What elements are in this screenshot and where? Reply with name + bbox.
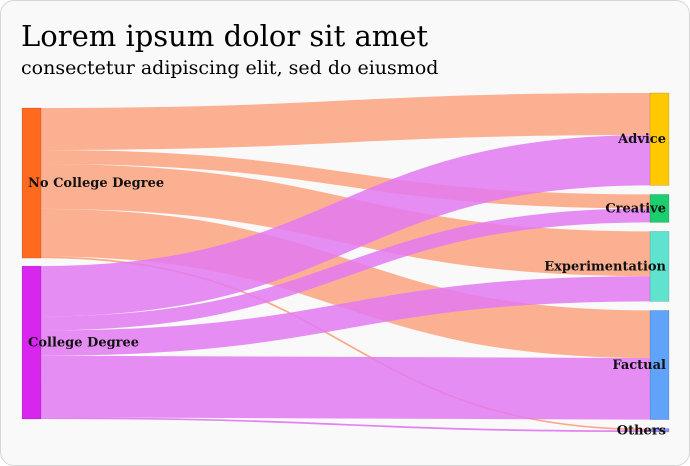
link-no-college-degree-to-advice xyxy=(40,93,651,151)
node-label-creative: Creative xyxy=(605,201,666,216)
node-label-college-degree: College Degree xyxy=(28,336,139,351)
node-others xyxy=(649,428,670,433)
node-label-others: Others xyxy=(617,423,666,438)
node-factual xyxy=(649,310,670,420)
node-creative xyxy=(649,194,670,223)
node-advice xyxy=(649,92,670,186)
node-label-no-college-degree: No College Degree xyxy=(28,176,164,191)
node-experimentation xyxy=(649,231,670,302)
node-label-experimentation: Experimentation xyxy=(544,259,666,274)
link-college-degree-to-others xyxy=(40,417,651,433)
chart-title: Lorem ipsum dolor sit amet xyxy=(21,19,429,53)
node-label-advice: Advice xyxy=(617,132,666,147)
node-college-degree xyxy=(21,265,42,420)
link-layer xyxy=(40,93,651,433)
link-college-degree-to-creative xyxy=(40,208,651,331)
node-label-factual: Factual xyxy=(612,358,666,373)
link-no-college-degree-to-creative xyxy=(40,150,651,209)
node-no-college-degree xyxy=(21,107,42,259)
chart-subtitle: consectetur adipiscing elit, sed do eius… xyxy=(21,57,439,79)
link-no-college-degree-to-factual xyxy=(40,208,651,359)
link-college-degree-to-factual xyxy=(40,355,651,420)
link-college-degree-to-experimentation xyxy=(40,276,651,356)
link-college-degree-to-advice xyxy=(40,135,651,317)
